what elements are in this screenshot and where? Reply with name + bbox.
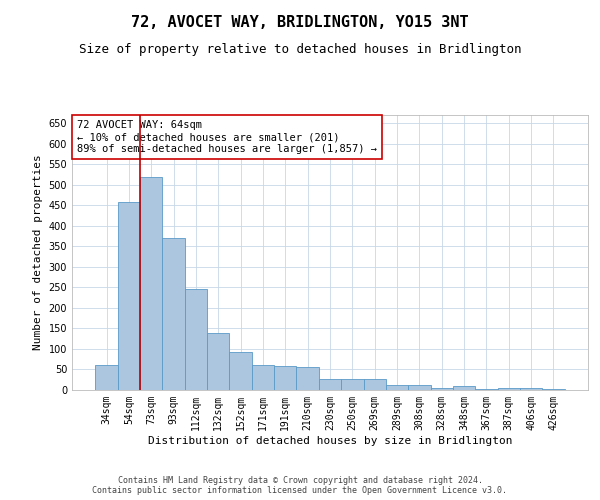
Bar [386, 386, 408, 390]
Bar [453, 386, 475, 390]
Bar [274, 366, 296, 390]
Text: Size of property relative to detached houses in Bridlington: Size of property relative to detached ho… [79, 42, 521, 56]
Bar [207, 332, 229, 390]
Bar [118, 202, 140, 390]
Bar [542, 389, 565, 390]
Text: 72 AVOCET WAY: 64sqm
← 10% of detached houses are smaller (201)
89% of semi-deta: 72 AVOCET WAY: 64sqm ← 10% of detached h… [77, 120, 377, 154]
Bar [163, 238, 185, 390]
Bar [520, 388, 542, 390]
Bar [252, 364, 274, 390]
Bar [95, 364, 118, 390]
Bar [319, 380, 341, 390]
Bar [408, 385, 431, 390]
Bar [140, 176, 163, 390]
Text: 72, AVOCET WAY, BRIDLINGTON, YO15 3NT: 72, AVOCET WAY, BRIDLINGTON, YO15 3NT [131, 15, 469, 30]
Bar [431, 388, 453, 390]
Bar [341, 380, 364, 390]
Bar [229, 352, 252, 390]
Bar [185, 288, 207, 390]
Bar [497, 388, 520, 390]
Bar [296, 368, 319, 390]
Text: Contains HM Land Registry data © Crown copyright and database right 2024.
Contai: Contains HM Land Registry data © Crown c… [92, 476, 508, 495]
X-axis label: Distribution of detached houses by size in Bridlington: Distribution of detached houses by size … [148, 436, 512, 446]
Y-axis label: Number of detached properties: Number of detached properties [33, 154, 43, 350]
Bar [475, 389, 497, 390]
Bar [364, 380, 386, 390]
